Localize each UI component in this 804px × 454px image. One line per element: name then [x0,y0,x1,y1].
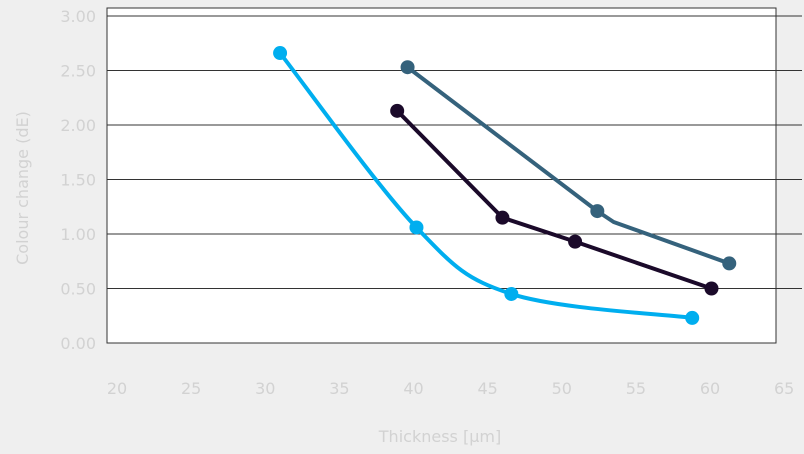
data-point [390,103,405,118]
x-tick-label: 25 [181,379,201,398]
y-axis-title: Colour change (dE) [13,111,32,265]
x-tick-label: 65 [774,379,794,398]
data-point [504,286,519,301]
y-tick-label: 0.00 [60,334,96,353]
data-point [400,60,415,75]
series-2 [390,103,719,296]
plot-area [106,7,777,344]
series-line [395,108,714,291]
x-tick-label: 45 [477,379,497,398]
y-tick-label: 2.00 [60,116,96,135]
y-tick-label: 3.00 [60,7,96,26]
series-3 [400,60,737,271]
series-1 [273,46,700,325]
x-tick-label: 40 [403,379,423,398]
y-tick-label: 1.50 [60,171,96,190]
data-point [409,220,424,235]
y-tick-label: 0.50 [60,280,96,299]
x-tick-label: 60 [700,379,720,398]
data-point [273,46,288,61]
y-axis-ticks: 0.00 0.50 1.00 1.50 2.00 2.50 3.00 [60,7,96,353]
y-tick-label: 2.50 [60,62,96,81]
data-point [722,256,737,271]
data-point [704,281,719,296]
x-tick-label: 35 [329,379,349,398]
series-group [273,46,737,325]
x-tick-label: 55 [626,379,646,398]
x-tick-label: 30 [255,379,275,398]
data-point [685,310,700,325]
grid-lines [107,15,802,289]
data-point [568,234,583,249]
x-tick-label: 20 [107,379,127,398]
x-axis-title: Thickness [µm] [378,427,501,446]
x-axis-ticks: 20 25 30 35 40 45 50 55 60 65 [107,379,794,398]
series-line [278,51,695,320]
series-line [405,65,732,266]
x-tick-label: 50 [552,379,572,398]
data-point [590,204,605,219]
data-point [495,210,510,225]
y-tick-label: 1.00 [60,225,96,244]
